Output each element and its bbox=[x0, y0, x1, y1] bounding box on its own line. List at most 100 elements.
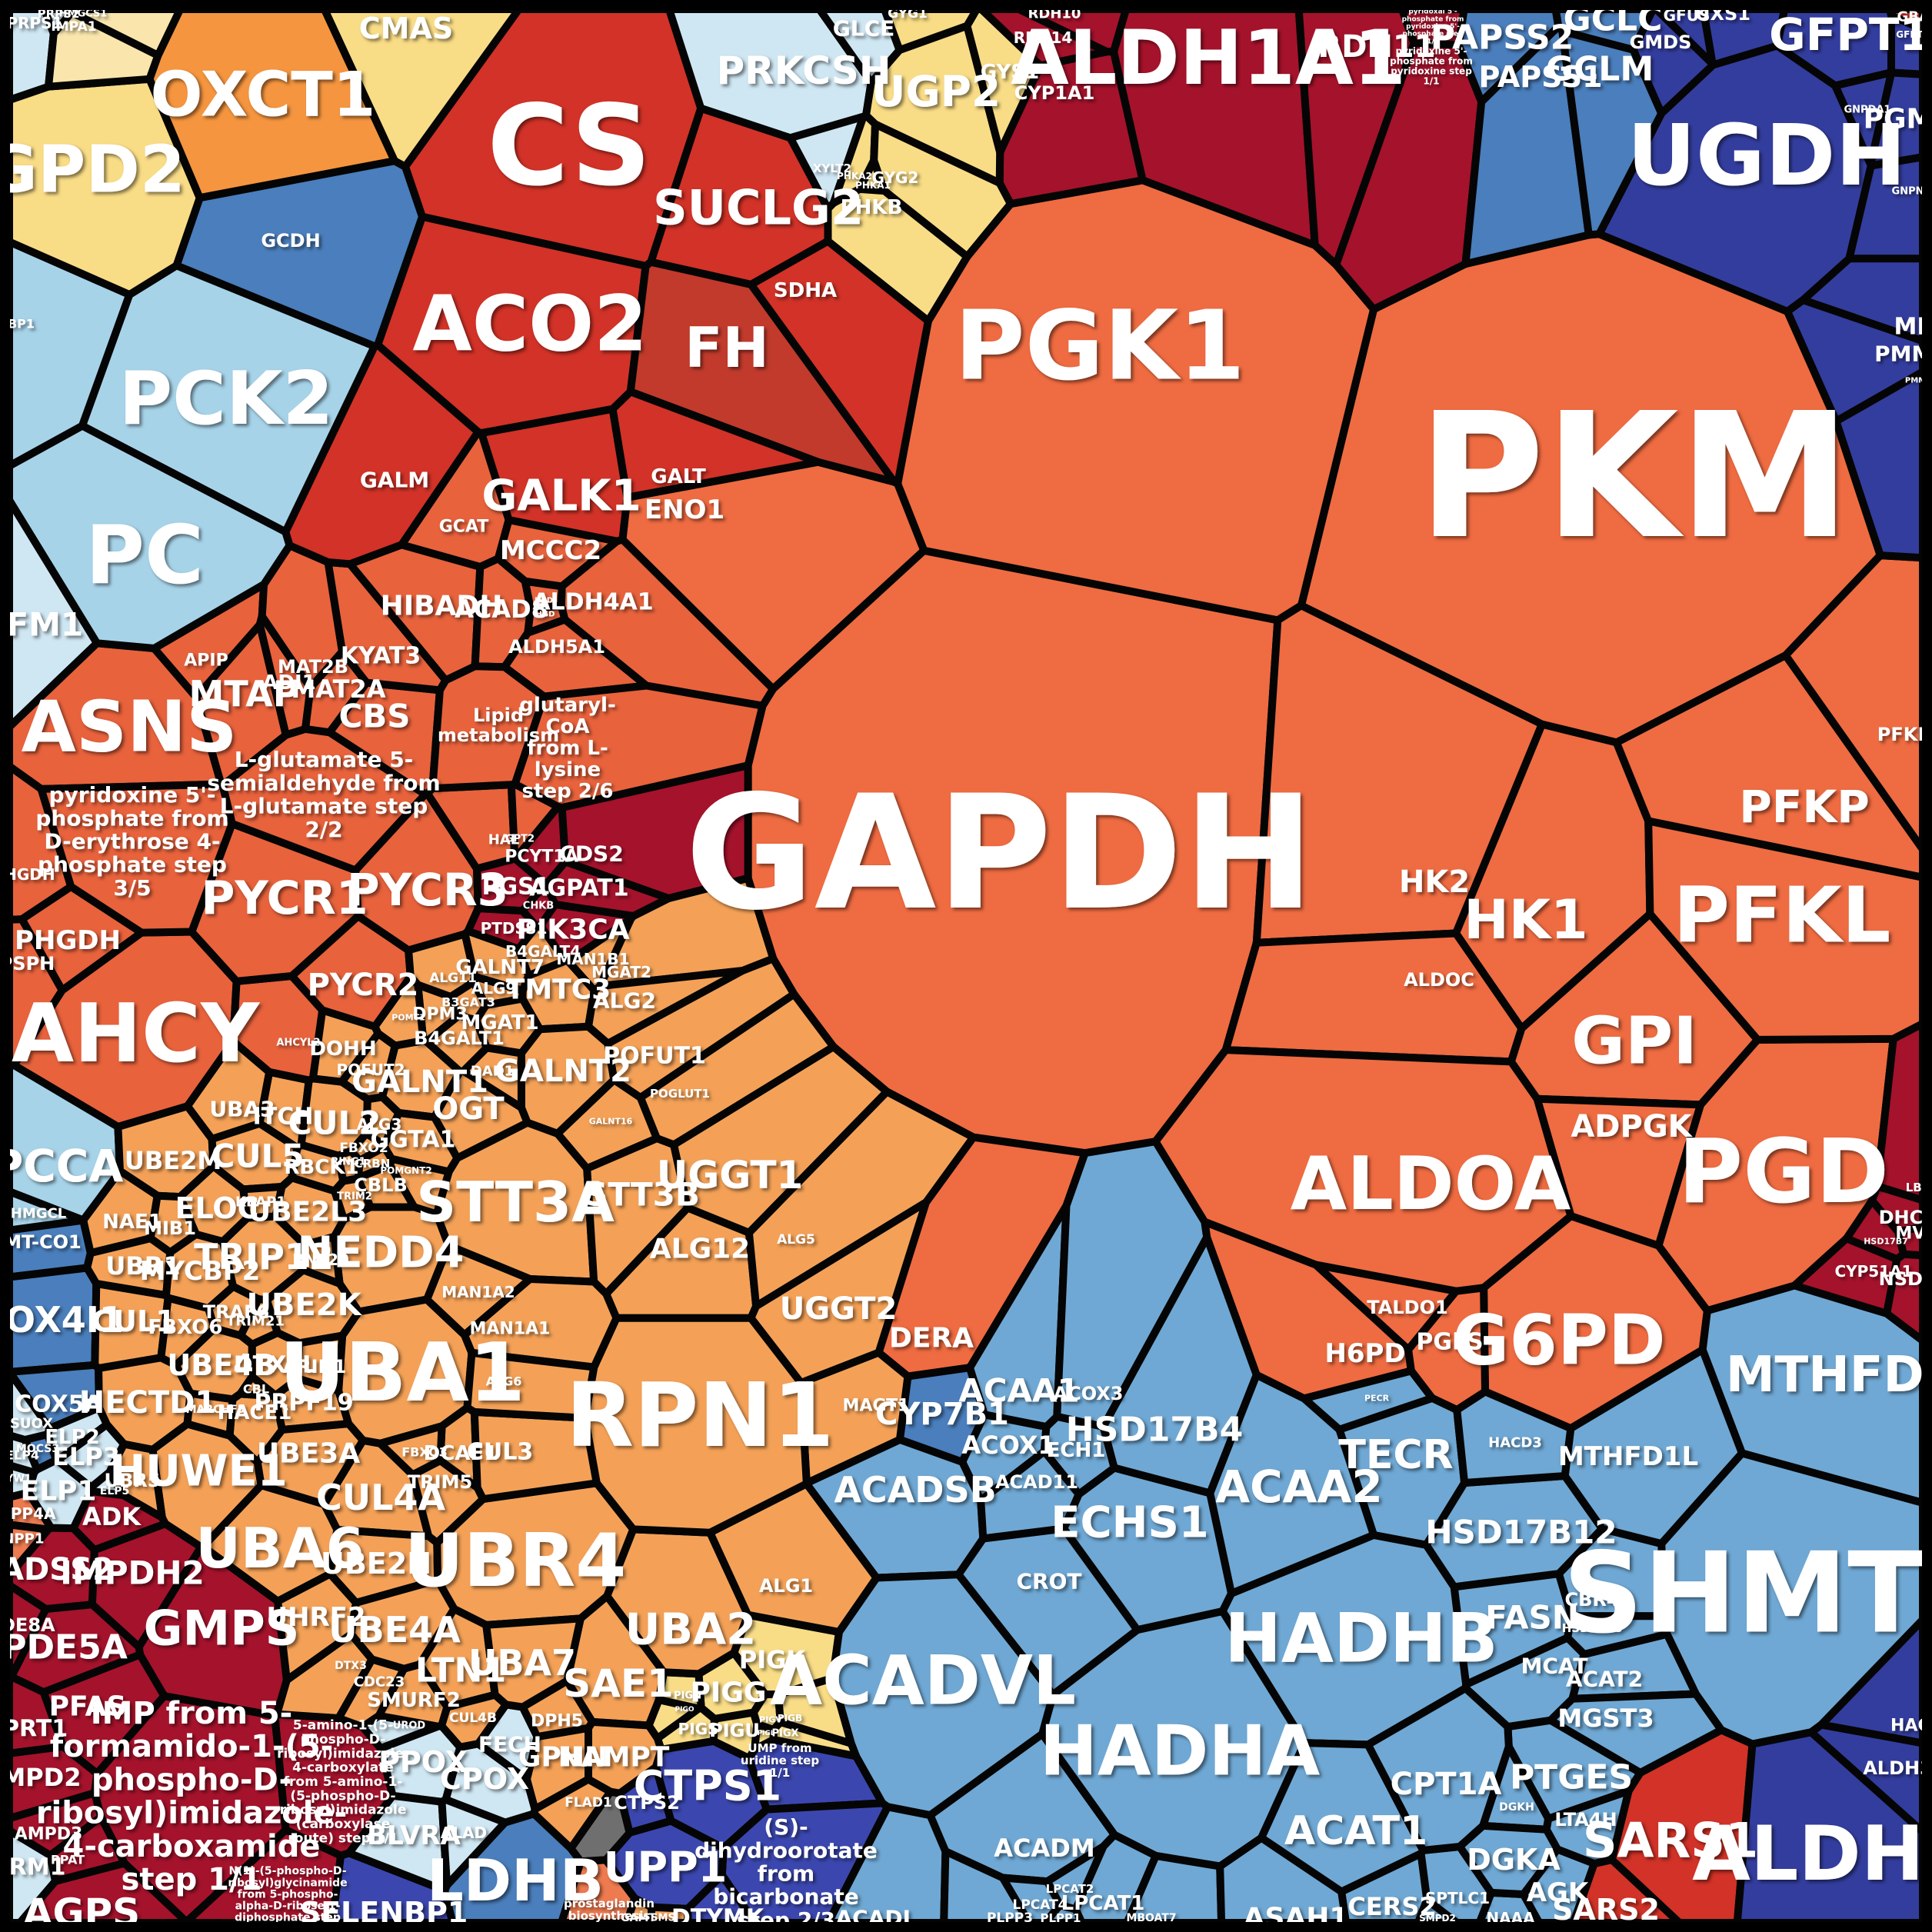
cell-ubr5[interactable] bbox=[105, 1440, 166, 1522]
cell-label: GAMT bbox=[621, 1912, 656, 1924]
cell-label: HGD bbox=[536, 611, 555, 619]
cell-pomt1[interactable] bbox=[371, 972, 428, 1050]
cell-label: TMTC3 bbox=[506, 974, 611, 1006]
cell-label: TRIP12 bbox=[194, 1236, 334, 1277]
cell-label: MIB1 bbox=[144, 1217, 196, 1239]
cell-man1b1[interactable] bbox=[565, 915, 635, 994]
cell-label: GPHN bbox=[518, 1742, 608, 1774]
cell-label: MOCS3 bbox=[16, 1443, 59, 1455]
cell-label: CPT1A bbox=[1391, 1767, 1502, 1802]
cell-pigl[interactable] bbox=[751, 1720, 778, 1754]
cell-alg6[interactable] bbox=[463, 1348, 598, 1422]
cell-label: CBL bbox=[243, 1382, 269, 1397]
cell-nampt[interactable] bbox=[585, 1717, 665, 1797]
cell-label: PGK1 bbox=[954, 291, 1245, 402]
cell-label: CDC23 bbox=[354, 1674, 405, 1690]
cell-label: ACADSB bbox=[834, 1469, 996, 1511]
cell-lipid-metabolism[interactable] bbox=[428, 662, 548, 793]
cell-fbxo3[interactable] bbox=[376, 1422, 446, 1479]
cell-label: (S)-dihydroorotate from bicarbonate step 2/… bbox=[695, 1814, 878, 1932]
cell-phkb[interactable] bbox=[824, 185, 971, 325]
cell-crot[interactable] bbox=[954, 1524, 1141, 1699]
cell-label: MCCC2 bbox=[500, 535, 601, 566]
cell-label: HADHA bbox=[1040, 1711, 1321, 1792]
cell-galt[interactable] bbox=[608, 388, 822, 501]
cell-l-glutamate-5-semialdehyde-from-l-glutamate-step-2-2[interactable] bbox=[218, 724, 429, 874]
cell-label: UBE2N bbox=[321, 1547, 431, 1581]
cell-label: RING1 bbox=[331, 1157, 365, 1168]
cell-alad[interactable] bbox=[438, 1795, 509, 1890]
cell-flad1[interactable] bbox=[530, 1775, 615, 1853]
cell-label: glutaryl-CoA from L-lysine step 2/6 bbox=[519, 694, 615, 803]
cell-label: B3GAT3 bbox=[441, 995, 495, 1010]
cell-label: LPCAT4 bbox=[1012, 1897, 1067, 1913]
cell-label: UBE2L3 bbox=[248, 1197, 367, 1228]
cell-label: ACOX3 bbox=[1054, 1383, 1124, 1404]
cell-dad1[interactable] bbox=[459, 1044, 525, 1112]
cell-label: CUL4B bbox=[449, 1710, 497, 1726]
cell-label: UBE3A bbox=[257, 1438, 360, 1470]
cell-label: SUOX bbox=[10, 1416, 53, 1432]
cell-label: ACAA1 bbox=[958, 1372, 1080, 1410]
cell-label: POFUT2 bbox=[336, 1061, 405, 1079]
cell-label: IMP from 5-formamido-1-(5-phospho-D-ribo… bbox=[36, 1696, 347, 1897]
cell-label: HAL bbox=[488, 832, 519, 848]
cell-label: GCDH bbox=[261, 230, 320, 251]
cell-label: L-glutamate 5-semialdehyde from L-glutama… bbox=[207, 747, 440, 842]
cell-gclm[interactable] bbox=[1558, 27, 1666, 239]
cell-label: H6PD bbox=[1324, 1338, 1405, 1369]
cell-label: prostaglandin biosynthesis bbox=[564, 1897, 655, 1923]
cell-label: GALT bbox=[651, 465, 706, 488]
cell-label: UBR1 bbox=[105, 1251, 180, 1281]
cell-label: LTA4H bbox=[1554, 1809, 1617, 1830]
cell-hgd[interactable] bbox=[524, 601, 569, 637]
cell-label: ACADVL bbox=[770, 1641, 1076, 1720]
cell-label: STT3B bbox=[585, 1176, 700, 1214]
cell-label: ACAD8 bbox=[455, 595, 548, 624]
cell-label: DERA bbox=[889, 1323, 974, 1354]
cell-label: PRPS2 bbox=[38, 7, 80, 21]
cell-galnt7[interactable] bbox=[461, 927, 533, 995]
cell-label: DGKH bbox=[1499, 1801, 1534, 1814]
cell-eloc[interactable] bbox=[176, 1162, 251, 1246]
cell-magt1[interactable] bbox=[797, 1348, 912, 1487]
cell-label: SAE1 bbox=[563, 1661, 674, 1706]
cell-label: SHMT2 bbox=[1563, 1529, 1932, 1659]
cell-label: LPCAT2 bbox=[1046, 1882, 1094, 1896]
cell-label: ALDH5A1 bbox=[508, 636, 605, 658]
cell-man1a1[interactable] bbox=[461, 1275, 621, 1371]
cell-label: CPOX bbox=[440, 1762, 529, 1796]
cell-label: DOHH bbox=[309, 1038, 376, 1061]
cell-shmt2[interactable] bbox=[1657, 1449, 1927, 1748]
cell-label: GMPS bbox=[144, 1601, 300, 1657]
cell-label: MGAT1 bbox=[461, 1011, 538, 1034]
cell-label: TRIM2 bbox=[337, 1191, 372, 1203]
cell-label: MAN1A2 bbox=[441, 1283, 515, 1301]
cell-label: POMT1 bbox=[391, 1013, 425, 1023]
cell-dtx3[interactable] bbox=[273, 1630, 376, 1722]
cell-label: CHKB bbox=[523, 901, 554, 912]
cell-label: COX5A bbox=[15, 1391, 102, 1418]
cell-label: AGK bbox=[1527, 1877, 1590, 1908]
cell-label: PAPSS2 bbox=[1431, 18, 1574, 58]
cell-label: MYCBP2 bbox=[140, 1256, 261, 1287]
cell-label: ELOC bbox=[175, 1191, 258, 1225]
cell-label: PIGK bbox=[739, 1645, 807, 1674]
cell-label: pyridoxine 5'-phosphate from pyridoxine s… bbox=[1390, 46, 1473, 87]
cell-hacd3[interactable] bbox=[1453, 1387, 1575, 1487]
cell-label: ACOX1 bbox=[961, 1431, 1054, 1460]
cell-label: MTHFD1L bbox=[1558, 1441, 1698, 1472]
cell-label: ALG3 bbox=[357, 1115, 402, 1134]
cell-label: PPAT bbox=[51, 1853, 85, 1867]
cell-label: ALG6 bbox=[486, 1374, 522, 1389]
cell-label: CYP7B1 bbox=[875, 1397, 1009, 1432]
cell-label: RDH14 bbox=[1014, 28, 1073, 47]
cell-label: BLVRA bbox=[367, 1820, 461, 1851]
cell-label: FLAD1 bbox=[565, 1795, 612, 1810]
cell-label: PTGES bbox=[1510, 1758, 1633, 1797]
cell-label: HSD17B4 bbox=[1066, 1411, 1243, 1450]
cell-cdc23[interactable] bbox=[335, 1655, 408, 1731]
cell-label: PC bbox=[85, 508, 204, 602]
cell-label: GALNT2 bbox=[495, 1054, 631, 1089]
